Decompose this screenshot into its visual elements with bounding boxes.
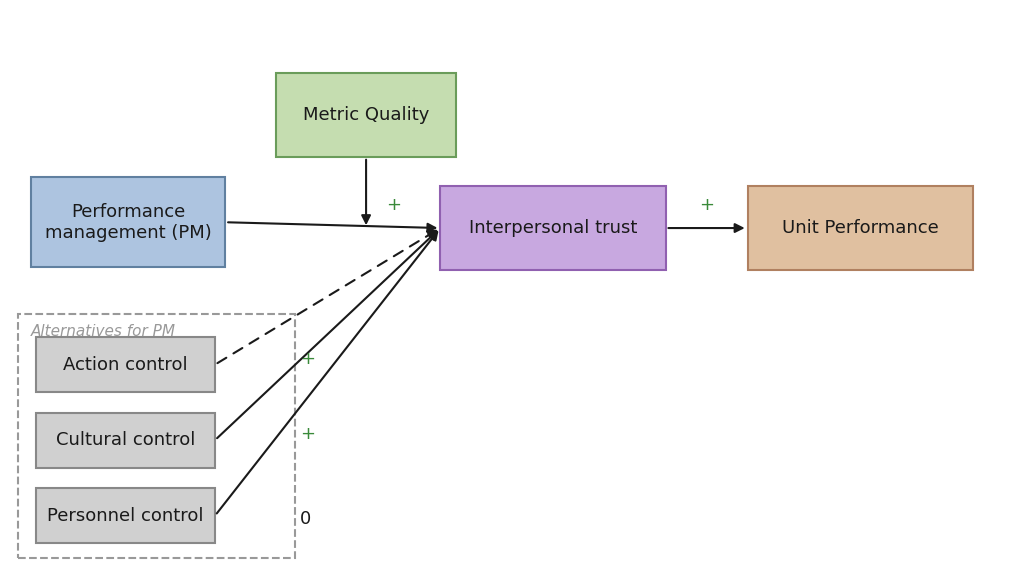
Bar xyxy=(18,314,295,558)
FancyBboxPatch shape xyxy=(276,73,456,157)
FancyBboxPatch shape xyxy=(748,186,973,270)
FancyBboxPatch shape xyxy=(36,488,215,543)
FancyBboxPatch shape xyxy=(440,186,666,270)
Text: Performance
management (PM): Performance management (PM) xyxy=(45,203,211,242)
Text: +: + xyxy=(699,196,714,213)
Text: +: + xyxy=(387,196,401,213)
Text: 0: 0 xyxy=(300,510,311,528)
Text: +: + xyxy=(300,425,315,443)
Text: Personnel control: Personnel control xyxy=(47,507,204,525)
FancyBboxPatch shape xyxy=(36,337,215,392)
FancyBboxPatch shape xyxy=(36,413,215,468)
Text: Action control: Action control xyxy=(63,356,187,374)
FancyBboxPatch shape xyxy=(31,177,225,267)
Text: Unit Performance: Unit Performance xyxy=(781,219,939,237)
Text: Alternatives for PM: Alternatives for PM xyxy=(31,324,176,339)
Text: Interpersonal trust: Interpersonal trust xyxy=(469,219,637,237)
Text: Cultural control: Cultural control xyxy=(55,431,196,449)
Text: Metric Quality: Metric Quality xyxy=(303,106,429,124)
Text: +: + xyxy=(300,350,315,368)
